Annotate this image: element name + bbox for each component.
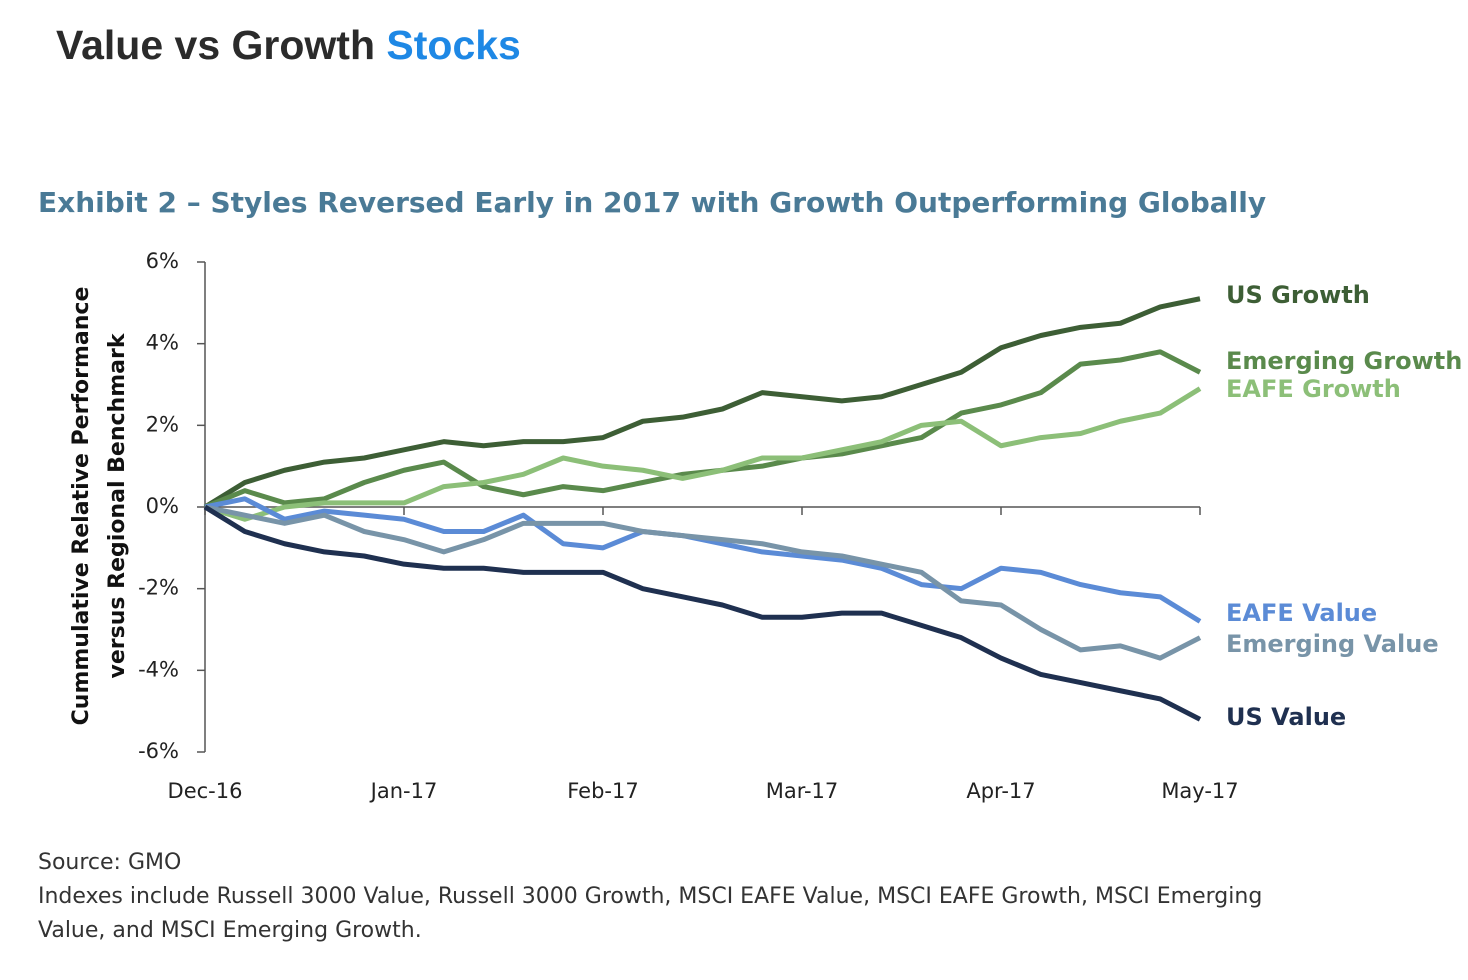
y-tick-label: -2%: [138, 576, 179, 600]
source: Source: GMO: [38, 850, 182, 875]
note: Indexes include Russell 3000 Value, Russ…: [38, 884, 1263, 943]
y-tick-label: 4%: [146, 331, 179, 355]
x-tick-label: Feb-17: [567, 779, 638, 803]
page-title: Value vs Growth Stocks: [56, 22, 521, 69]
x-tick-label: Apr-17: [966, 779, 1035, 803]
y-axis-label: Cummulative Relative Performance: [69, 287, 94, 726]
series-line: [203, 296, 1201, 510]
series-label: US Value: [1226, 703, 1346, 731]
series-label: Emerging Value: [1226, 630, 1439, 658]
y-tick-label: 6%: [146, 249, 179, 273]
x-tick-label: Dec-16: [168, 779, 243, 803]
title-text: Value vs Growth: [56, 22, 375, 68]
x-tick-label: May-17: [1161, 779, 1238, 803]
y-tick-label: 0%: [146, 494, 179, 518]
y-tick-label: -6%: [138, 739, 179, 763]
series-label: US Growth: [1226, 281, 1370, 309]
x-tick-label: Jan-17: [369, 779, 438, 803]
series-label: Emerging Growth: [1226, 347, 1462, 375]
series-label: EAFE Growth: [1226, 375, 1401, 403]
series-label: EAFE Value: [1226, 599, 1377, 627]
series-line: [204, 349, 1202, 510]
series-line: [203, 504, 1202, 722]
series-line: [204, 386, 1202, 522]
chart-title: Exhibit 2 – Styles Reversed Early in 201…: [38, 186, 1266, 219]
y-tick-label: -4%: [138, 657, 179, 681]
y-axis-label: versus Regional Benchmark: [105, 332, 130, 678]
x-tick-label: Mar-17: [766, 779, 839, 803]
series-line: [204, 504, 1202, 661]
y-tick-label: 2%: [146, 412, 179, 436]
title-highlight: Stocks: [386, 22, 521, 68]
